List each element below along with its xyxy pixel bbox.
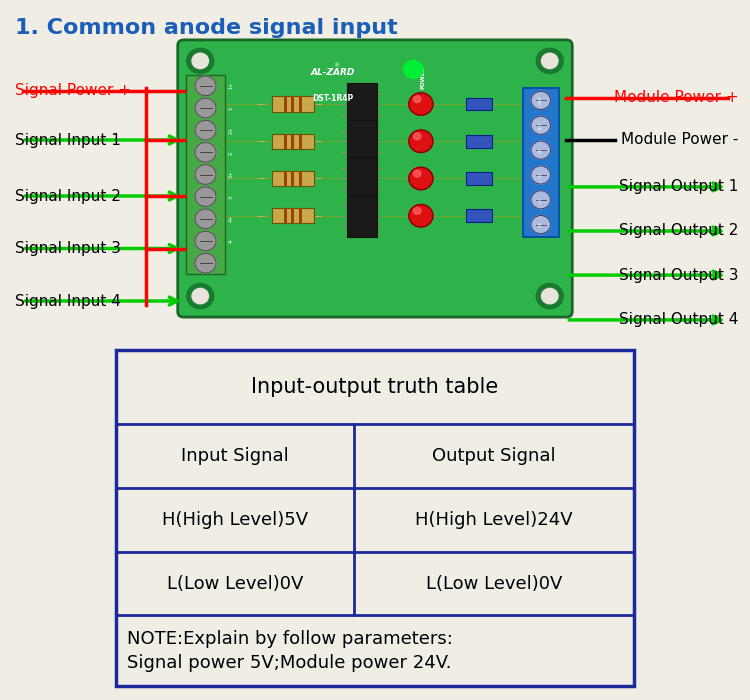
Text: 4+: 4+ [229,215,233,223]
Text: 1. Common anode signal input: 1. Common anode signal input [15,18,398,38]
Text: DST-1R4P: DST-1R4P [312,94,353,103]
Text: Input-output truth table: Input-output truth table [251,377,499,397]
Circle shape [531,166,550,184]
Circle shape [195,76,216,96]
Text: Module Power -: Module Power - [621,132,739,148]
Text: L(Low Level)0V: L(Low Level)0V [167,575,304,592]
Text: O4: O4 [538,222,543,228]
Text: Output Signal: Output Signal [432,447,556,465]
Circle shape [536,284,563,309]
Text: ®: ® [333,64,339,69]
Circle shape [195,120,216,140]
Circle shape [413,96,421,103]
Bar [291,208,294,223]
Circle shape [192,288,208,304]
Text: H(High Level)24V: H(High Level)24V [416,511,573,528]
Bar [284,171,286,186]
Text: Signal Output 1: Signal Output 1 [620,179,739,195]
Text: 1+: 1+ [229,82,233,90]
Bar [291,134,294,149]
Bar [298,171,302,186]
Bar [298,97,302,112]
Text: POWER: POWER [420,66,425,89]
Circle shape [531,216,550,234]
Circle shape [195,98,216,118]
Bar [272,97,314,112]
Bar [272,171,314,186]
Circle shape [531,190,550,209]
Bar [346,120,376,162]
Circle shape [536,48,563,74]
Text: Signal Output 4: Signal Output 4 [620,312,739,328]
Bar [284,97,286,112]
Bar [523,88,559,237]
Circle shape [413,133,421,140]
Text: 3+: 3+ [229,171,233,178]
Circle shape [195,209,216,229]
Text: Input Signal: Input Signal [182,447,290,465]
Circle shape [195,187,216,206]
Bar [466,98,492,111]
Bar [116,350,634,686]
Circle shape [542,288,558,304]
Circle shape [409,204,433,227]
Text: H(High Level)5V: H(High Level)5V [162,511,308,528]
Circle shape [404,60,423,78]
Bar [466,209,492,222]
Bar [284,208,286,223]
FancyBboxPatch shape [178,40,572,317]
Text: Signal Input 4: Signal Input 4 [15,293,121,309]
Bar [466,172,492,185]
Bar [298,134,302,149]
Circle shape [413,207,421,214]
Text: O2: O2 [538,172,543,178]
Circle shape [192,53,208,69]
Text: 2+: 2+ [229,127,233,134]
Circle shape [195,231,216,251]
Text: 4-: 4- [229,239,233,244]
Text: 3-: 3- [229,194,233,199]
Circle shape [542,53,558,69]
Text: Signal Output 3: Signal Output 3 [620,267,739,283]
Circle shape [195,164,216,184]
Circle shape [413,170,421,177]
Text: L(Low Level)0V: L(Low Level)0V [426,575,562,592]
Circle shape [187,48,214,74]
Circle shape [409,93,433,116]
Text: Signal Output 2: Signal Output 2 [620,223,739,239]
Bar [272,208,314,223]
Bar [186,75,225,274]
Bar [346,83,376,125]
Bar [284,134,286,149]
Bar [298,208,302,223]
Text: 2-: 2- [229,150,233,155]
Circle shape [195,253,216,273]
Text: O3: O3 [538,197,543,203]
Text: Signal Input 3: Signal Input 3 [15,241,121,256]
Circle shape [187,284,214,309]
Text: VCC: VCC [538,121,543,130]
Text: O1: O1 [538,147,543,153]
Text: Signal Input 2: Signal Input 2 [15,188,121,204]
Circle shape [409,130,433,153]
Bar [291,97,294,112]
Circle shape [531,141,550,159]
Bar [466,135,492,148]
Text: NOTE:Explain by follow parameters:
Signal power 5V;Module power 24V.: NOTE:Explain by follow parameters: Signa… [128,630,453,671]
Text: Module Power +: Module Power + [614,90,739,106]
Text: AL-ZARD: AL-ZARD [310,68,355,76]
Text: Signal Input 1: Signal Input 1 [15,132,121,148]
Circle shape [195,143,216,162]
Bar [272,134,314,149]
Bar [346,158,376,199]
Circle shape [531,92,550,110]
Circle shape [531,116,550,134]
Text: 1-: 1- [229,106,233,111]
Text: Signal Power +: Signal Power + [15,83,131,99]
Circle shape [409,167,433,190]
Text: GND: GND [538,96,543,105]
Bar [346,195,376,237]
Bar [291,171,294,186]
